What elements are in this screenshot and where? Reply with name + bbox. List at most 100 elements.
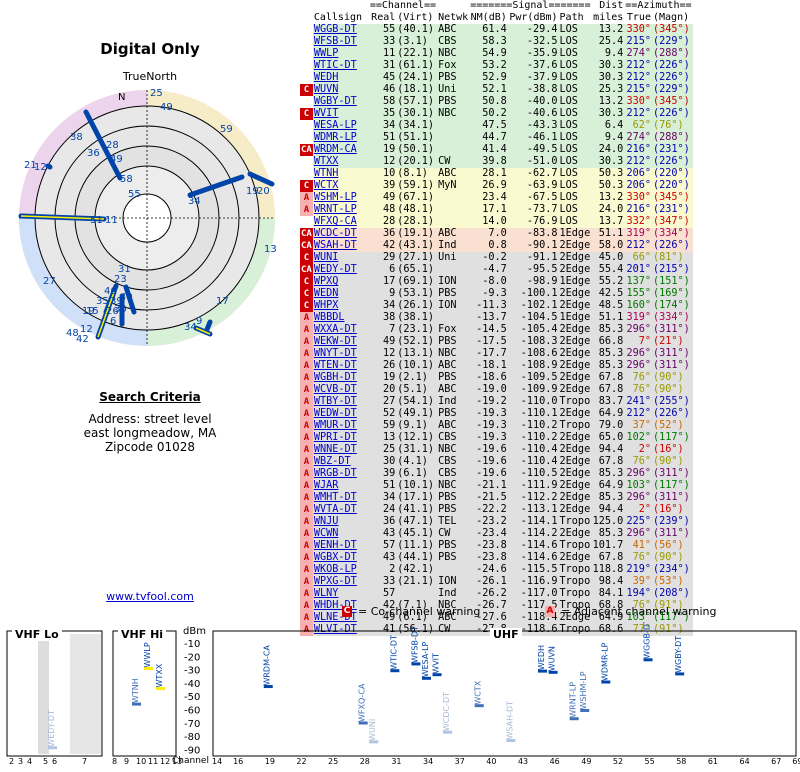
callsign-link[interactable]: WLVI-DT [312, 624, 369, 636]
callsign-link[interactable]: WNYT-DT [312, 348, 369, 360]
callsign-link[interactable]: WEKW-DT [312, 336, 369, 348]
distance: 67.8 [591, 552, 625, 564]
azimuth-true: 76° [624, 372, 652, 384]
azimuth-magnetic: (220°) [651, 180, 693, 192]
callsign-link[interactable]: WRGB-DT [312, 468, 369, 480]
callsign-link[interactable]: WUVN [312, 84, 369, 96]
callsign-link[interactable]: WLNE-DT [312, 612, 369, 624]
signal-bar [422, 676, 431, 680]
callsign-link[interactable]: WDMR-LP [312, 132, 369, 144]
noise-margin: 54.9 [469, 48, 508, 60]
network: CW [437, 528, 470, 540]
power: -90.1 [507, 240, 559, 252]
power: -114.1 [507, 516, 559, 528]
callsign-link[interactable]: WEDN [312, 288, 369, 300]
callsign-link[interactable]: WPRI-DT [312, 432, 369, 444]
callsign-link[interactable]: WEDY-DT [312, 264, 369, 276]
callsign-link[interactable]: WVTA-DT [312, 504, 369, 516]
header-channel: ==Channel== [369, 0, 437, 11]
callsign-link[interactable]: WNNE-DT [312, 444, 369, 456]
callsign-link[interactable]: WTXX [312, 156, 369, 168]
callsign-link[interactable]: WVIT [312, 108, 369, 120]
callsign-link[interactable]: WSHM-LP [312, 192, 369, 204]
callsign-link[interactable]: WLNY [312, 588, 369, 600]
vhf-hi-label: VHF Hi [118, 628, 167, 641]
callsign-link[interactable]: WMUR-DT [312, 420, 369, 432]
network: NBC [437, 108, 470, 120]
noise-margin: -13.7 [469, 312, 508, 324]
power: -100.1 [507, 288, 559, 300]
callsign-link[interactable]: WESA-LP [312, 120, 369, 132]
callsign-link[interactable]: WMHT-DT [312, 492, 369, 504]
table-row: C WVIT 35 (30.1) NBC 50.2 -40.6 LOS 30.3 212° (226… [300, 108, 693, 120]
callsign-link[interactable]: WFXQ-CA [312, 216, 369, 228]
site-link[interactable]: www.tvfool.com [106, 590, 194, 603]
callsign-link[interactable]: WRDM-CA [312, 144, 369, 156]
callsign-link[interactable]: WNJU [312, 516, 369, 528]
warning-icon: A [300, 444, 313, 456]
azimuth-true: 77° [624, 624, 652, 636]
warning-icon: C [300, 288, 313, 300]
callsign-link[interactable]: WPXQ [312, 276, 369, 288]
svg-text:27: 27 [43, 276, 56, 287]
callsign-link[interactable]: WGGB-DT [312, 24, 369, 36]
callsign-link[interactable]: WPXG-DT [312, 576, 369, 588]
callsign-link[interactable]: WGBH-DT [312, 372, 369, 384]
power: -37.6 [507, 60, 559, 72]
callsign-link[interactable]: WFSB-DT [312, 36, 369, 48]
table-row: A WGBX-DT 43 (44.1) PBS -23.8 -114.6 2Edge 67.8 7… [300, 552, 693, 564]
callsign-link[interactable]: WEDH [312, 72, 369, 84]
callsign-link[interactable]: WKOB-LP [312, 564, 369, 576]
callsign-link[interactable]: WCWN [312, 528, 369, 540]
callsign-link[interactable]: WCTX [312, 180, 369, 192]
path: Tropo [558, 420, 592, 432]
virtual-channel: (6.1) [396, 468, 438, 480]
warning-icon [300, 48, 313, 60]
callsign-link[interactable]: WGBX-DT [312, 552, 369, 564]
azimuth-magnetic: (345°) [651, 96, 693, 108]
callsign-link[interactable]: WHDH-DT [312, 600, 369, 612]
col-nm: NM(dB) [470, 12, 507, 23]
path: Tropo [558, 588, 592, 600]
callsign-link[interactable]: WTNH [312, 168, 369, 180]
search-criteria-title: Search Criteria [99, 390, 201, 404]
callsign-link[interactable]: WTIC-DT [312, 60, 369, 72]
table-row: A WMUR-DT 59 (9.1) ABC -19.3 -110.2 Tropo 79.0 37… [300, 420, 693, 432]
callsign-link[interactable]: WCVB-DT [312, 384, 369, 396]
callsign-link[interactable]: WBBDL [312, 312, 369, 324]
network: CBS [437, 468, 470, 480]
virtual-channel: (30.1) [396, 108, 438, 120]
azimuth-true: 76° [624, 552, 652, 564]
real-channel: 29 [368, 252, 397, 264]
signal-bar-label: WUNI [368, 719, 377, 741]
callsign-link[interactable]: WWLP [312, 48, 369, 60]
table-row: WEDH 45 (24.1) PBS 52.9 -37.9 LOS 30.3 212° (226°… [300, 72, 693, 84]
noise-margin: 39.8 [469, 156, 508, 168]
power: -116.9 [507, 576, 559, 588]
table-row: C WEDN 9 (53.1) PBS -9.3 -100.1 2Edge 42.5 155° (1… [300, 288, 693, 300]
callsign-link[interactable]: WCDC-DT [312, 228, 369, 240]
real-channel: 48 [368, 204, 397, 216]
callsign-link[interactable]: WJAR [312, 480, 369, 492]
warning-icon [300, 24, 313, 36]
real-channel: 34 [368, 492, 397, 504]
callsign-link[interactable]: WSAH-DT [312, 240, 369, 252]
callsign-link[interactable]: WHPX [312, 300, 369, 312]
signal-bar-label: WSAH-DT [505, 701, 514, 740]
uhf-label: UHF [490, 628, 522, 641]
callsign-link[interactable]: WUNI [312, 252, 369, 264]
callsign-link[interactable]: WXXA-DT [312, 324, 369, 336]
callsign-link[interactable]: WTBY-DT [312, 396, 369, 408]
warning-icon: A [300, 528, 313, 540]
noise-margin: 47.5 [469, 120, 508, 132]
callsign-link[interactable]: WGBY-DT [312, 96, 369, 108]
table-row: A WNJU 36 (47.1) TEL -23.2 -114.1 Tropo 125.0 225… [300, 516, 693, 528]
callsign-link[interactable]: WBZ-DT [312, 456, 369, 468]
callsign-link[interactable]: WENH-DT [312, 540, 369, 552]
power: -110.2 [507, 432, 559, 444]
x-tick-label: 2 [9, 757, 14, 766]
callsign-link[interactable]: WTEN-DT [312, 360, 369, 372]
warning-icon: CA [300, 240, 313, 252]
callsign-link[interactable]: WRNT-LP [312, 204, 369, 216]
callsign-link[interactable]: WEDW-DT [312, 408, 369, 420]
